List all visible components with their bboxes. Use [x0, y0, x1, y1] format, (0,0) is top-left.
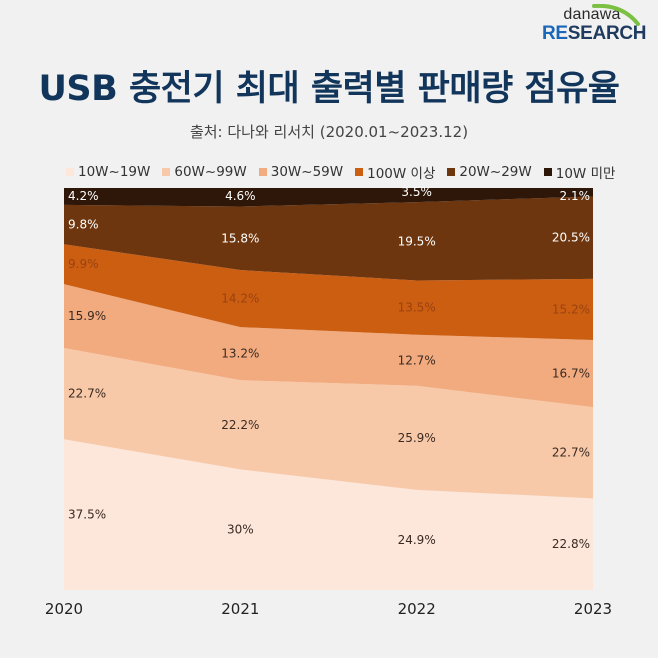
data-label: 9.9%	[68, 257, 99, 271]
x-tick-label: 2020	[45, 600, 83, 618]
legend-label: 30W~59W	[270, 164, 344, 180]
data-label: 13.5%	[398, 301, 436, 315]
legend-swatch	[447, 168, 456, 176]
area-30w-59w	[64, 284, 593, 408]
legend-label: 60W~99W	[174, 164, 247, 180]
data-label: 3.5%	[401, 185, 432, 199]
legend-item: 60W~99W	[162, 164, 247, 180]
area-60w-99w	[64, 347, 593, 499]
logo-re: RE	[542, 23, 568, 44]
data-label: 14.2%	[221, 292, 259, 306]
area-20w-29w	[64, 196, 593, 281]
legend-swatch	[543, 168, 552, 176]
area-10w-	[64, 188, 593, 207]
data-label: 2.1%	[560, 189, 591, 203]
x-axis-ticks: 2020 2021 2022 2023	[45, 600, 612, 618]
data-label: 24.9%	[398, 533, 436, 547]
data-label: 20.5%	[552, 231, 590, 245]
legend-label: 100W 이상	[367, 166, 436, 182]
legend-label: 10W~19W	[78, 164, 151, 180]
logo-search: SEARCH	[567, 23, 647, 44]
legend-item: 30W~59W	[258, 164, 344, 180]
legend-item: 10W 미만	[543, 162, 616, 182]
x-tick-label: 2022	[398, 600, 436, 618]
legend-swatch	[355, 168, 364, 176]
data-label: 22.2%	[221, 418, 259, 432]
legend-item: 20W~29W	[447, 164, 532, 180]
legend-swatch	[66, 168, 74, 176]
data-label: 19.5%	[398, 234, 436, 248]
legend-swatch	[162, 168, 171, 176]
area-100w-	[64, 244, 593, 340]
data-label: 9.8%	[68, 218, 99, 232]
area-10w-19w	[64, 439, 593, 590]
data-label: 22.7%	[552, 446, 590, 460]
legend-item: 10W~19W	[66, 164, 150, 180]
data-label: 12.7%	[398, 353, 436, 367]
logo-arc-icon	[592, 4, 640, 26]
data-label: 37.5%	[68, 508, 106, 522]
legend-label: 20W~29W	[459, 164, 532, 180]
data-label: 15.8%	[221, 231, 259, 245]
data-label: 22.8%	[552, 537, 590, 551]
x-tick-label: 2023	[574, 600, 612, 618]
data-label: 15.2%	[552, 302, 590, 316]
chart-title: USB 충전기 최대 출력별 판매량 점유율	[38, 69, 620, 109]
data-label: 25.9%	[398, 431, 436, 445]
x-tick-label: 2021	[221, 600, 259, 618]
legend-item: 100W 이상	[355, 162, 435, 182]
logo-danawa: danawa	[542, 4, 642, 26]
data-label: 4.6%	[225, 189, 256, 203]
area-layers	[64, 188, 593, 590]
data-label: 4.2%	[68, 189, 99, 203]
legend-label: 10W 미만	[555, 166, 616, 182]
legend-swatch	[258, 168, 267, 176]
data-labels: 37.5% 30% 24.9% 22.8% 22.7% 22.2% 25.9% 22.7% 15…	[68, 185, 590, 551]
chart-legend: 10W~19W 60W~99W 30W~59W 100W 이상 20W~29W 10W 미…	[66, 162, 615, 182]
data-label: 30%	[227, 523, 254, 537]
data-label: 16.7%	[552, 367, 590, 381]
logo-research: RESEARCH	[542, 23, 647, 44]
logo-danawa-text: danawa	[563, 6, 621, 23]
data-label: 15.9%	[68, 309, 106, 323]
danawa-research-logo: danawa RESEARCH	[542, 4, 647, 44]
data-label: 13.2%	[221, 347, 259, 361]
chart-subtitle: 출처: 다나와 리서치 (2020.01~2023.12)	[189, 123, 469, 141]
data-label: 22.7%	[68, 387, 106, 401]
